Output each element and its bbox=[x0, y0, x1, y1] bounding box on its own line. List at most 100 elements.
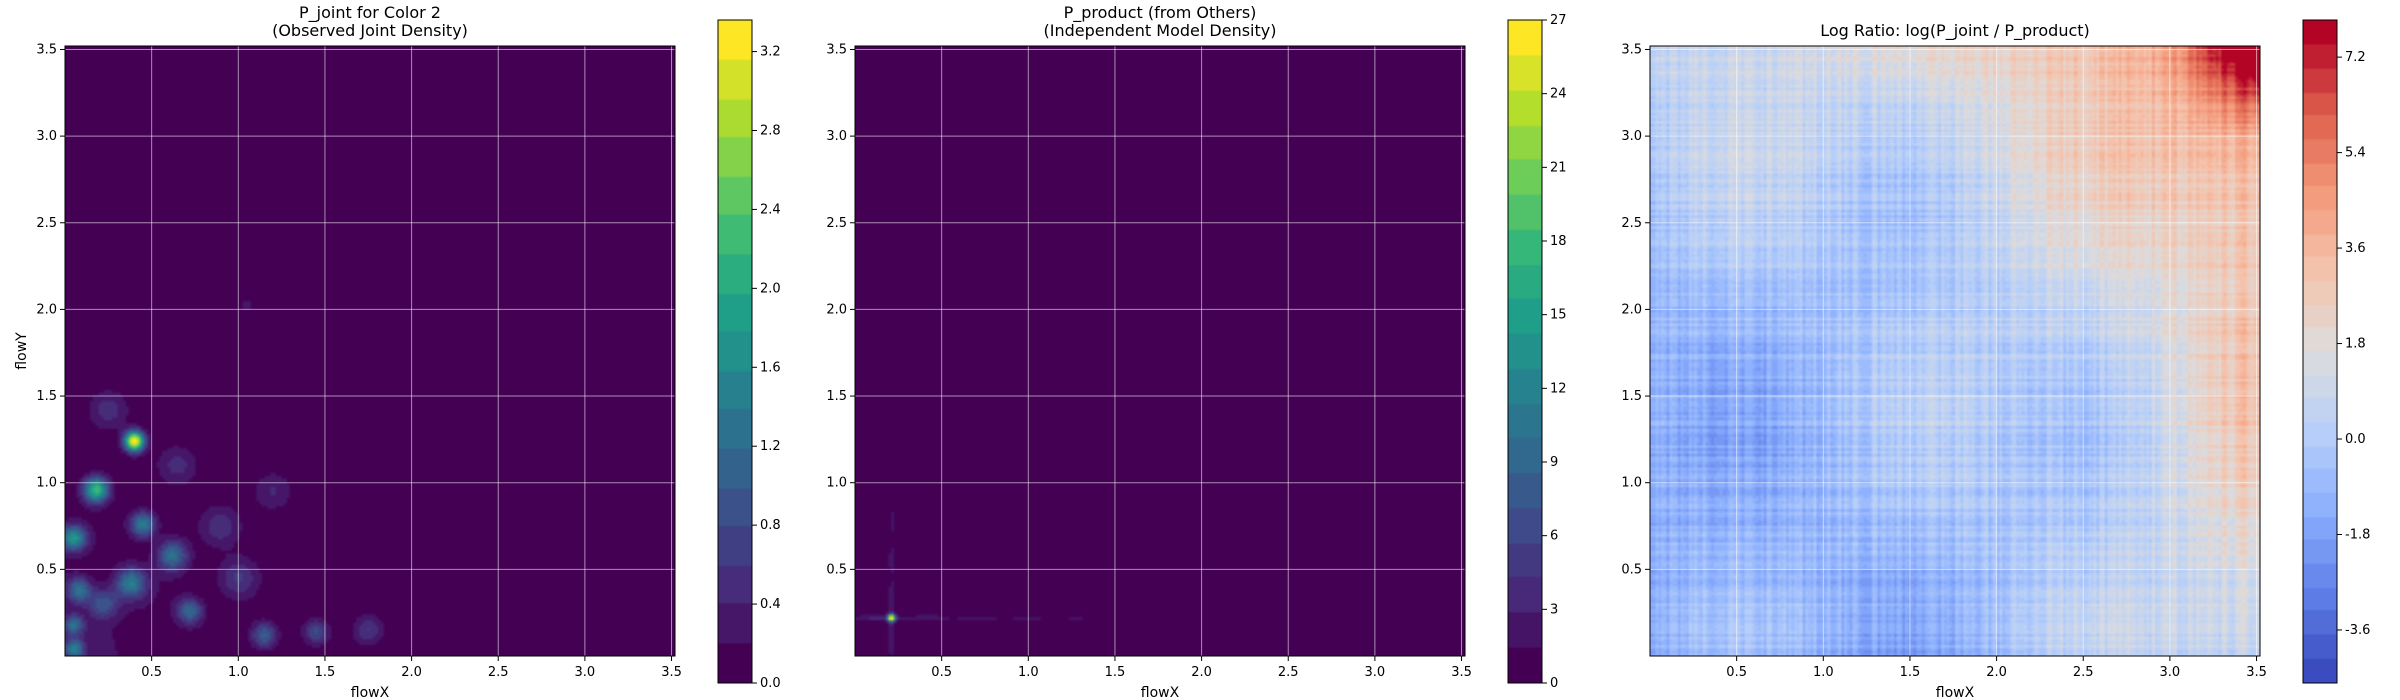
panel-3-grid bbox=[1650, 46, 2260, 656]
x-tick-label: 3.0 bbox=[2160, 665, 2181, 680]
colorbar-tick-label: 21 bbox=[1550, 160, 1567, 175]
y-tick-label: 1.0 bbox=[1621, 476, 1642, 491]
x-tick-label: 0.5 bbox=[931, 665, 952, 680]
x-tick-label: 3.0 bbox=[575, 665, 596, 680]
y-tick-label: 1.5 bbox=[826, 389, 847, 404]
panel-2-colorbar bbox=[1508, 20, 1542, 683]
y-tick-label: 2.0 bbox=[1621, 302, 1642, 317]
colorbar-tick-label: 27 bbox=[1550, 13, 1567, 28]
colorbar-tick-label: 3.6 bbox=[2345, 241, 2366, 256]
x-tick-label: 1.0 bbox=[228, 665, 249, 680]
colorbar-tick-label: 6 bbox=[1550, 529, 1558, 544]
panel-3-x-ticks: 0.5 1.0 1.5 2.0 2.5 3.0 3.5 bbox=[1726, 656, 2267, 680]
colorbar-tick-label: 7.2 bbox=[2345, 50, 2366, 65]
panel-product-density: P_product (from Others) (Independent Mod… bbox=[826, 3, 1566, 700]
x-tick-label: 0.5 bbox=[1726, 665, 1747, 680]
product-density-heatmap bbox=[855, 46, 1465, 656]
y-tick-label: 2.0 bbox=[826, 302, 847, 317]
panel-3-colorbar-ticks: -3.6 -1.8 0.0 1.8 3.6 5.4 7.2 bbox=[2337, 50, 2370, 638]
panel-1-x-axis-label: flowX bbox=[351, 685, 390, 700]
x-tick-label: 0.5 bbox=[141, 665, 162, 680]
y-tick-label: 0.5 bbox=[36, 562, 57, 577]
y-tick-label: 3.0 bbox=[36, 129, 57, 144]
panel-2-x-ticks: 0.5 1.0 1.5 2.0 2.5 3.0 3.5 bbox=[931, 656, 1472, 680]
colorbar-tick-label: 0.0 bbox=[760, 676, 781, 691]
x-tick-label: 2.0 bbox=[401, 665, 422, 680]
x-tick-label: 1.0 bbox=[1018, 665, 1039, 680]
x-tick-label: 2.5 bbox=[488, 665, 509, 680]
joint-density-heatmap bbox=[65, 46, 675, 656]
x-tick-label: 3.5 bbox=[2246, 665, 2267, 680]
colorbar-tick-label: 0.4 bbox=[760, 597, 781, 612]
colorbar-tick-label: 0.8 bbox=[760, 518, 781, 533]
panel-2-frame bbox=[854, 45, 1466, 657]
panel-1-subtitle: (Observed Joint Density) bbox=[272, 21, 468, 40]
x-tick-label: 3.5 bbox=[661, 665, 682, 680]
x-tick-label: 1.5 bbox=[315, 665, 336, 680]
panel-log-ratio: Log Ratio: log(P_joint / P_product) 0.5 1… bbox=[1621, 19, 2370, 700]
y-tick-label: 3.5 bbox=[826, 42, 847, 57]
y-tick-label: 0.5 bbox=[826, 562, 847, 577]
colorbar-tick-label: 5.4 bbox=[2345, 146, 2366, 161]
colorbar-tick-label: 18 bbox=[1550, 234, 1567, 249]
colorbar-tick-label: 2.8 bbox=[760, 124, 781, 139]
panel-3-colorbar bbox=[2303, 20, 2337, 683]
y-tick-label: 3.5 bbox=[36, 42, 57, 57]
y-tick-label: 3.0 bbox=[826, 129, 847, 144]
y-tick-label: 0.5 bbox=[1621, 562, 1642, 577]
y-tick-label: 2.5 bbox=[1621, 216, 1642, 231]
y-tick-label: 2.5 bbox=[36, 216, 57, 231]
x-tick-label: 1.5 bbox=[1900, 665, 1921, 680]
colorbar-tick-label: 0 bbox=[1550, 676, 1558, 691]
colorbar-tick-label: 0.0 bbox=[2345, 432, 2366, 447]
panel-2-x-axis-label: flowX bbox=[1141, 685, 1180, 700]
log-ratio-heatmap bbox=[1650, 46, 2260, 656]
x-tick-label: 2.5 bbox=[2073, 665, 2094, 680]
panel-1-colorbar-ticks: 0.0 0.4 0.8 1.2 1.6 2.0 2.4 2.8 3.2 bbox=[752, 45, 781, 691]
colorbar-tick-label: 12 bbox=[1550, 381, 1567, 396]
colorbar-tick-label: 2.0 bbox=[760, 281, 781, 296]
panel-1-y-axis-label: flowY bbox=[14, 332, 30, 370]
x-tick-label: 1.0 bbox=[1813, 665, 1834, 680]
y-tick-label: 2.0 bbox=[36, 302, 57, 317]
colorbar-tick-label: 2.4 bbox=[760, 202, 781, 217]
y-tick-label: 2.5 bbox=[826, 216, 847, 231]
x-tick-label: 3.5 bbox=[1451, 665, 1472, 680]
panel-1-x-ticks: 0.5 1.0 1.5 2.0 2.5 3.0 3.5 bbox=[141, 656, 682, 680]
x-tick-label: 2.0 bbox=[1986, 665, 2007, 680]
y-tick-label: 1.5 bbox=[36, 389, 57, 404]
colorbar-tick-label: -1.8 bbox=[2345, 527, 2370, 542]
panel-1-frame bbox=[64, 45, 676, 657]
colorbar-tick-label: -3.6 bbox=[2345, 623, 2370, 638]
x-tick-label: 2.0 bbox=[1191, 665, 1212, 680]
y-tick-label: 3.0 bbox=[1621, 129, 1642, 144]
panel-2-title: P_product (from Others) bbox=[1064, 3, 1257, 23]
panel-1-y-ticks: 0.5 1.0 1.5 2.0 2.5 3.0 3.5 bbox=[36, 42, 65, 577]
panel-joint-density: P_joint for Color 2 (Observed Joint Dens… bbox=[14, 3, 781, 700]
panel-2-colorbar-frame bbox=[1507, 19, 1543, 684]
panel-2-subtitle: (Independent Model Density) bbox=[1044, 21, 1277, 40]
colorbar-tick-label: 1.8 bbox=[2345, 337, 2366, 352]
colorbar-tick-label: 9 bbox=[1550, 455, 1558, 470]
panel-3-title: Log Ratio: log(P_joint / P_product) bbox=[1820, 21, 2090, 41]
y-tick-label: 3.5 bbox=[1621, 42, 1642, 57]
colorbar-tick-label: 1.2 bbox=[760, 439, 781, 454]
y-tick-label: 1.5 bbox=[1621, 389, 1642, 404]
colorbar-tick-label: 3.2 bbox=[760, 45, 781, 60]
panel-3-y-ticks: 0.5 1.0 1.5 2.0 2.5 3.0 3.5 bbox=[1621, 42, 1650, 577]
panel-1-title: P_joint for Color 2 bbox=[299, 3, 441, 23]
colorbar-tick-label: 1.6 bbox=[760, 360, 781, 375]
colorbar-tick-label: 15 bbox=[1550, 308, 1567, 323]
panel-3-frame bbox=[1649, 45, 2261, 657]
colorbar-tick-label: 24 bbox=[1550, 87, 1567, 102]
panel-3-colorbar-frame bbox=[2302, 19, 2338, 684]
x-tick-label: 1.5 bbox=[1105, 665, 1126, 680]
panel-1-colorbar bbox=[718, 20, 752, 683]
panel-1-colorbar-frame bbox=[717, 19, 753, 684]
x-tick-label: 2.5 bbox=[1278, 665, 1299, 680]
panel-2-colorbar-ticks: 0 3 6 9 12 15 18 21 24 27 bbox=[1542, 13, 1567, 691]
colorbar-tick-label: 3 bbox=[1550, 602, 1558, 617]
panel-2-grid bbox=[855, 46, 1465, 656]
panel-2-y-ticks: 0.5 1.0 1.5 2.0 2.5 3.0 3.5 bbox=[826, 42, 855, 577]
y-tick-label: 1.0 bbox=[826, 476, 847, 491]
